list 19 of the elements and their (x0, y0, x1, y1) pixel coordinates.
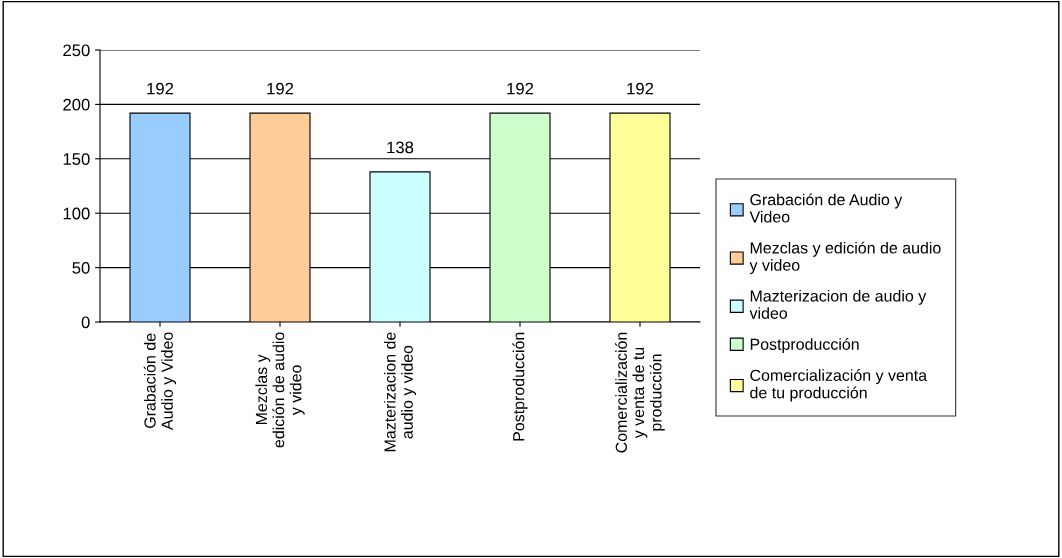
y-tick-label: 50 (72, 262, 90, 274)
y-tick-label: 250 (63, 44, 90, 57)
y-tick-label: 100 (63, 207, 90, 220)
x-tick-label: Mezclas y edición de audio y video (255, 332, 305, 448)
legend-label: Mezclas y edición de audio y video (749, 241, 941, 274)
data-label: 192 (507, 82, 534, 95)
x-tick-label: Mazterizacion de audio y video (383, 332, 417, 452)
legend-label: Mazterizacion de audio y video (749, 289, 927, 319)
x-tick-label: Comercialización y venta de tu producción (615, 332, 665, 453)
y-tick-label: 150 (63, 153, 90, 165)
y-tick-label: 200 (63, 98, 90, 111)
data-label: 192 (147, 82, 174, 95)
data-label: 192 (627, 82, 654, 95)
y-tick-label: 0 (81, 316, 90, 329)
data-label: 138 (387, 141, 414, 154)
legend-label: Grabación de Audio y Video (749, 193, 903, 223)
x-tick-label: Grabación de Audio y Video (143, 332, 177, 430)
data-label: 192 (267, 82, 294, 95)
x-tick-label: Postproducción (512, 332, 528, 441)
